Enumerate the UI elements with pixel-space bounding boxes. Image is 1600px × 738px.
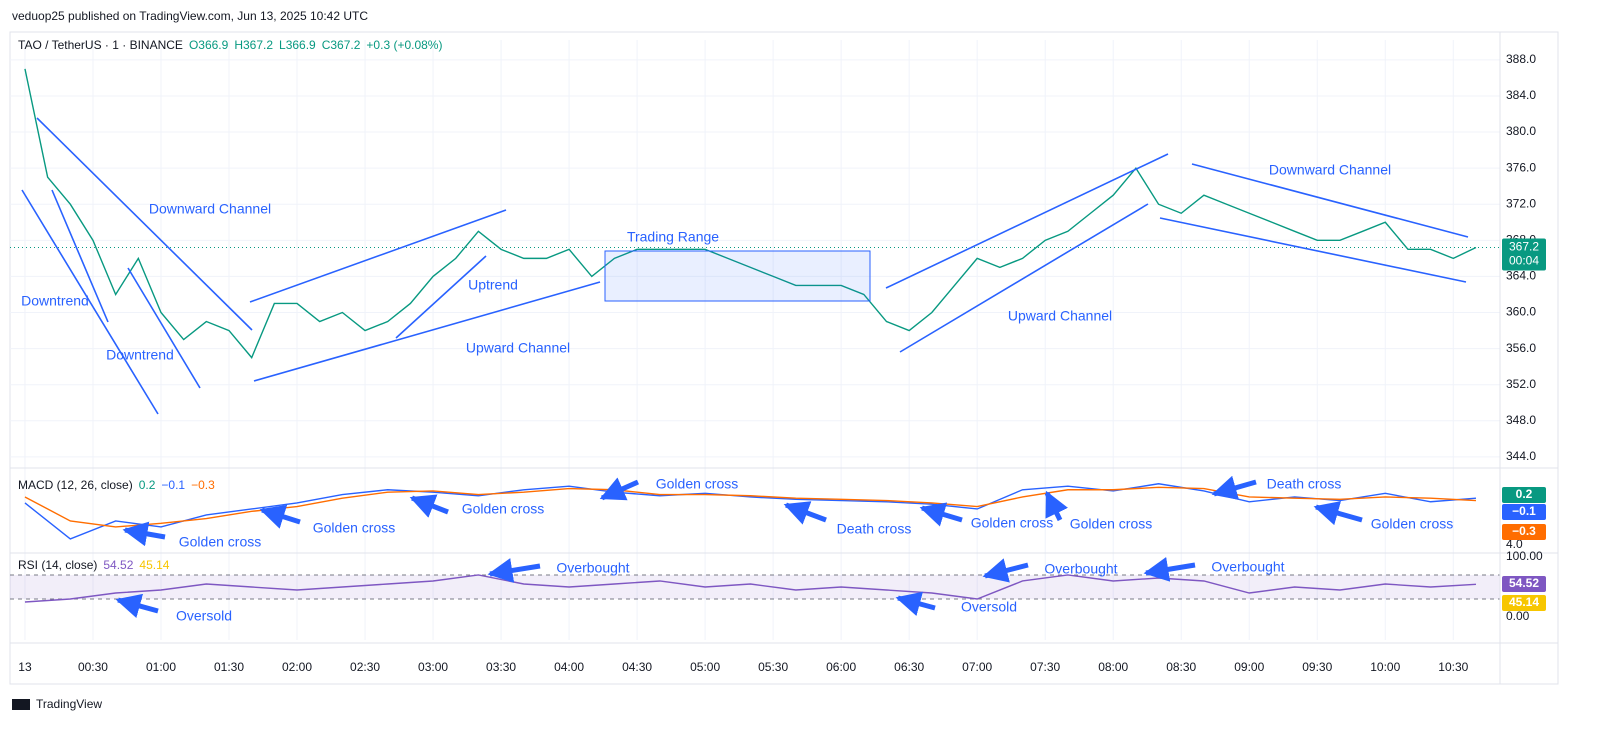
x-tick-label: 04:00 <box>554 660 584 674</box>
axis-badge <box>1502 487 1546 503</box>
annotation: Death cross <box>1267 476 1342 492</box>
logo <box>12 699 30 710</box>
axis-badge <box>1502 576 1546 592</box>
annotation: Golden cross <box>179 534 261 550</box>
legend-value: H367.2 <box>234 38 273 52</box>
x-tick-label: 01:00 <box>146 660 176 674</box>
y-tick-label: 388.0 <box>1506 52 1536 66</box>
x-tick-label: 10:30 <box>1438 660 1468 674</box>
y-tick-label: 0.00 <box>1506 609 1530 623</box>
y-tick-label: 372.0 <box>1506 196 1536 210</box>
pane-title: RSI (14, close) 54.52 45.14 <box>18 558 170 572</box>
y-tick-label: 348.0 <box>1506 413 1536 427</box>
annotation: Trading Range <box>627 229 719 245</box>
legend-value: −0.1 <box>161 478 185 492</box>
x-tick-label: 03:30 <box>486 660 516 674</box>
x-tick-label: 06:00 <box>826 660 856 674</box>
annotation: Downtrend <box>106 347 174 363</box>
arrows <box>115 475 1363 619</box>
y-tick-label: 364.0 <box>1506 269 1536 283</box>
annotation: Downtrend <box>21 293 89 309</box>
x-tick-label: 05:30 <box>758 660 788 674</box>
annotation: Downward Channel <box>1269 162 1391 178</box>
axis-badge-label: −0.1 <box>1512 504 1536 518</box>
y-tick-label: 384.0 <box>1506 88 1536 102</box>
x-tick-label: 01:30 <box>214 660 244 674</box>
pane-title: TAO / TetherUS · 1 · BINANCE O366.9 H367.2… <box>18 38 442 52</box>
x-tick-label: 09:00 <box>1234 660 1264 674</box>
y-tick-label: 352.0 <box>1506 377 1536 391</box>
x-tick-label: 06:30 <box>894 660 924 674</box>
annotation: Uptrend <box>468 277 518 293</box>
legend-value: O366.9 <box>189 38 229 52</box>
footer-brand: TradingView <box>36 697 102 711</box>
annotation: Oversold <box>961 599 1017 615</box>
y-tick-label: 380.0 <box>1506 124 1536 138</box>
y-tick-label: 344.0 <box>1506 449 1536 463</box>
axis-badge-label: 00:04 <box>1509 254 1539 268</box>
annotation: Golden cross <box>656 476 738 492</box>
legend-value: 0.2 <box>139 478 156 492</box>
annotation: Upward Channel <box>466 340 570 356</box>
axis-badge-label: 54.52 <box>1509 576 1539 590</box>
axis-badge <box>1502 238 1546 271</box>
y-tick-label: 356.0 <box>1506 341 1536 355</box>
title: RSI (14, close) <box>18 558 97 572</box>
legend-value: L366.9 <box>279 38 316 52</box>
x-tick-label: 02:00 <box>282 660 312 674</box>
x-tick-label: 05:00 <box>690 660 720 674</box>
y-tick-label: 100.00 <box>1506 549 1543 563</box>
axis-badge-label: 367.2 <box>1509 240 1539 254</box>
legend-value: +0.3 (+0.08%) <box>366 38 442 52</box>
x-tick-label: 04:30 <box>622 660 652 674</box>
x-tick-label: 07:00 <box>962 660 992 674</box>
y-tick-label: 376.0 <box>1506 160 1536 174</box>
annotation: Oversold <box>176 608 232 624</box>
x-tick-label: 10:00 <box>1370 660 1400 674</box>
x-tick-label: 03:00 <box>418 660 448 674</box>
x-tick-label: 07:30 <box>1030 660 1060 674</box>
axis-badge-label: 45.14 <box>1509 595 1539 609</box>
title: MACD (12, 26, close) <box>18 478 133 492</box>
annotation: Upward Channel <box>1008 308 1112 324</box>
annotation: Downward Channel <box>149 201 271 217</box>
x-tick-label: 08:00 <box>1098 660 1128 674</box>
legend-value: 54.52 <box>103 558 133 572</box>
annotation: Overbought <box>1211 559 1284 575</box>
drawings <box>21 117 1469 415</box>
legend-value: C367.2 <box>322 38 361 52</box>
axis-badge <box>1502 524 1546 540</box>
axis-badge-label: 0.2 <box>1516 487 1533 501</box>
x-tick-label: 09:30 <box>1302 660 1332 674</box>
series-line <box>24 574 1477 603</box>
annotation: Death cross <box>837 521 912 537</box>
x-tick-label: 00:30 <box>78 660 108 674</box>
annotation: Golden cross <box>1371 516 1453 532</box>
series-line <box>24 68 1477 359</box>
y-tick-label: 4.0 <box>1506 537 1523 551</box>
axis-badge-label: −0.3 <box>1512 524 1536 538</box>
annotation: Golden cross <box>1070 516 1152 532</box>
annotation: Golden cross <box>313 520 395 536</box>
axis-badge <box>1502 504 1546 520</box>
title: TAO / TetherUS · 1 · BINANCE <box>18 38 183 52</box>
annotation: Overbought <box>556 560 629 576</box>
x-tick-label: 13 <box>18 660 32 674</box>
annotation: Overbought <box>1044 561 1117 577</box>
annotation: Golden cross <box>971 515 1053 531</box>
publish-header: veduop25 published on TradingView.com, J… <box>12 9 368 23</box>
axis-badge <box>1502 595 1546 611</box>
legend-value: 45.14 <box>139 558 169 572</box>
x-tick-label: 08:30 <box>1166 660 1196 674</box>
legend-value: −0.3 <box>191 478 215 492</box>
pane-title: MACD (12, 26, close) 0.2 −0.1 −0.3 <box>18 478 215 492</box>
y-tick-label: 360.0 <box>1506 305 1536 319</box>
rsi-band <box>10 574 1500 600</box>
x-tick-label: 02:30 <box>350 660 380 674</box>
annotation: Golden cross <box>462 501 544 517</box>
